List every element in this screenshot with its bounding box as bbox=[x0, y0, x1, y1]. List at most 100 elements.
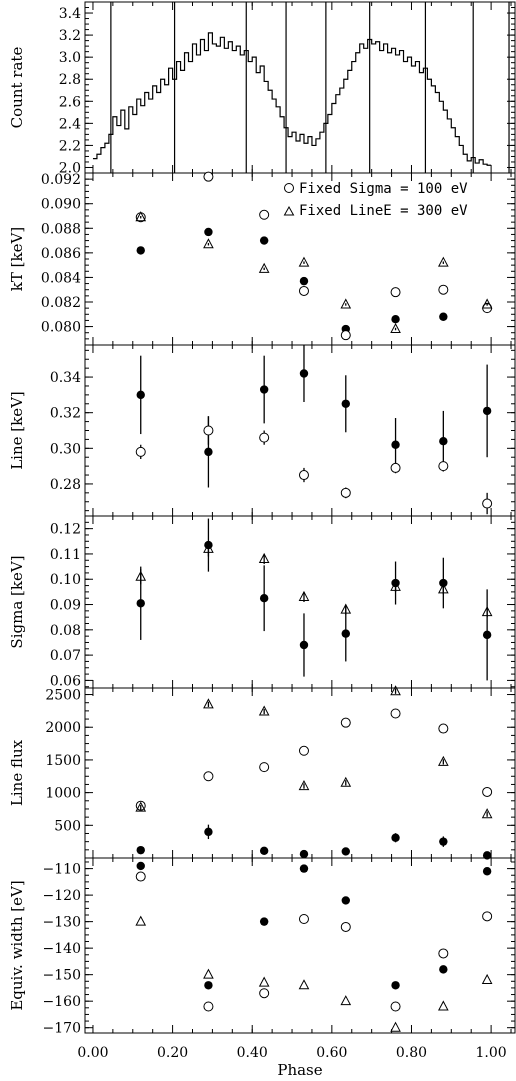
x-tick-label: 0.80 bbox=[396, 1045, 427, 1061]
y-tick-label: 0.080 bbox=[41, 320, 81, 336]
filled-circle-point bbox=[299, 369, 309, 378]
open-circle-point bbox=[340, 921, 351, 932]
panel-count-rate: 2.0 2.2 2.4 2.6 2.8 3.0 3.2 3.4 Count rate bbox=[8, 1, 516, 176]
open-circle-point bbox=[390, 462, 401, 473]
y-tick-label: 2.4 bbox=[59, 116, 81, 132]
y-tick-label: 2.0 bbox=[59, 160, 81, 176]
y-tick-label: 2.6 bbox=[59, 94, 81, 110]
x-axis: 0.00 0.20 0.40 0.60 0.80 1.00 bbox=[77, 1045, 506, 1061]
y-tick-label: −170 bbox=[43, 1021, 81, 1037]
y-axis-label: Line flux bbox=[8, 739, 26, 806]
y-tick-label: 0.07 bbox=[50, 648, 81, 664]
open-triangle-point bbox=[135, 801, 147, 812]
filled-circle-point bbox=[259, 236, 269, 245]
y-axis-label: Sigma [keV] bbox=[8, 555, 26, 648]
open-circle-point bbox=[203, 1001, 214, 1012]
open-triangle-point bbox=[481, 298, 493, 309]
open-triangle-point bbox=[340, 776, 352, 787]
open-circle-point bbox=[135, 446, 146, 457]
x-tick-label: 0.40 bbox=[237, 1045, 268, 1061]
filled-circle-point bbox=[439, 312, 448, 321]
y-tick-label: 0.090 bbox=[41, 197, 81, 213]
open-triangle-point bbox=[258, 705, 270, 716]
open-triangle-point bbox=[258, 976, 270, 987]
y-tick-label: 0.12 bbox=[50, 522, 81, 538]
filled-circle-point bbox=[204, 227, 213, 237]
open-circle-point bbox=[340, 717, 351, 728]
filled-circle-point bbox=[136, 861, 145, 871]
x-tick-label: 0.20 bbox=[157, 1045, 188, 1061]
open-circle-point bbox=[390, 1001, 401, 1012]
panel-frame bbox=[84, 344, 516, 517]
y-tick-label: 3.0 bbox=[59, 50, 81, 66]
y-tick-label: −130 bbox=[43, 915, 81, 931]
y-tick-label: 0.086 bbox=[41, 246, 81, 262]
open-circle-point bbox=[438, 284, 449, 295]
panel-frame bbox=[84, 172, 516, 346]
open-circle-point bbox=[482, 911, 493, 922]
panel-sigma: 0.06 0.07 0.08 0.09 0.10 0.11 0.12 Sigma [keV] bbox=[8, 515, 516, 689]
open-triangle-point bbox=[298, 780, 310, 791]
filled-circle-point bbox=[259, 385, 269, 394]
open-circle-point bbox=[259, 432, 270, 443]
open-triangle-point bbox=[390, 580, 401, 591]
filled-circle-point bbox=[391, 981, 400, 990]
filled-circle-point bbox=[299, 276, 309, 286]
panel-line-flux: 500 1000 1500 2000 2500 Line flux bbox=[8, 685, 516, 860]
open-circle-point bbox=[203, 771, 214, 782]
open-circle-point bbox=[482, 498, 493, 509]
open-triangle-point bbox=[340, 995, 352, 1006]
x-axis-label: Phase bbox=[277, 1061, 322, 1079]
open-triangle-point bbox=[438, 1000, 449, 1011]
y-tick-label: 0.28 bbox=[50, 477, 81, 493]
panel-frame bbox=[84, 857, 516, 1034]
open-triangle-point bbox=[203, 968, 214, 979]
panel-kt: 0.080 0.082 0.084 0.086 0.088 0.090 0.092 kT [k… bbox=[8, 171, 516, 346]
open-circle-point bbox=[203, 171, 214, 182]
x-tick-label: 0.60 bbox=[316, 1045, 347, 1061]
open-triangle-point bbox=[135, 915, 147, 926]
y-tick-label: 1500 bbox=[45, 753, 81, 769]
y-axis-label: Count rate bbox=[8, 47, 26, 129]
legend: Fixed Sigma = 100 eV Fixed LineE = 300 e… bbox=[283, 181, 468, 219]
y-tick-label: 3.4 bbox=[59, 6, 81, 22]
filled-circle-point bbox=[136, 845, 145, 855]
y-tick-label: 0.082 bbox=[41, 295, 81, 311]
filled-circle-point bbox=[391, 440, 400, 449]
open-triangle-point bbox=[258, 552, 270, 563]
y-tick-label: −120 bbox=[43, 888, 81, 904]
filled-circle-point bbox=[341, 896, 350, 905]
filled-circle-point bbox=[259, 594, 269, 603]
filled-circle-point bbox=[341, 847, 350, 856]
filled-circle-point bbox=[204, 447, 213, 457]
open-circle-point bbox=[203, 425, 214, 436]
legend-open-triangle-marker bbox=[283, 205, 295, 216]
open-triangle-point bbox=[481, 973, 493, 984]
panel-line-energy: 0.28 0.30 0.32 0.34 Line [keV] bbox=[8, 344, 516, 517]
open-triangle-point bbox=[340, 298, 352, 309]
open-triangle-point bbox=[390, 322, 401, 334]
open-triangle-point bbox=[481, 606, 493, 617]
open-triangle-point bbox=[203, 542, 214, 553]
filled-circle-point bbox=[204, 981, 213, 990]
open-circle-point bbox=[298, 745, 309, 756]
y-tick-label: 0.09 bbox=[50, 598, 81, 614]
open-circle-point bbox=[259, 988, 270, 999]
panel-frame bbox=[84, 515, 516, 689]
filled-circle-point bbox=[341, 629, 350, 638]
open-circle-point bbox=[340, 330, 351, 341]
filled-circle-point bbox=[136, 599, 145, 608]
panel-equiv-width: −170 −160 −150 −140 −130 −120 −110 Equiv. width… bbox=[8, 857, 516, 1037]
open-circle-point bbox=[259, 762, 270, 773]
y-tick-label: 3.2 bbox=[59, 28, 81, 44]
open-circle-point bbox=[298, 913, 309, 924]
y-tick-label: 0.08 bbox=[50, 623, 81, 639]
open-triangle-point bbox=[340, 603, 352, 614]
y-tick-label: 0.092 bbox=[41, 172, 81, 188]
open-circle-point bbox=[135, 871, 146, 882]
filled-circle-point bbox=[299, 864, 309, 873]
open-circle-point bbox=[390, 287, 401, 298]
y-tick-label: 2.2 bbox=[59, 138, 81, 154]
count-rate-histogram bbox=[92, 32, 492, 166]
